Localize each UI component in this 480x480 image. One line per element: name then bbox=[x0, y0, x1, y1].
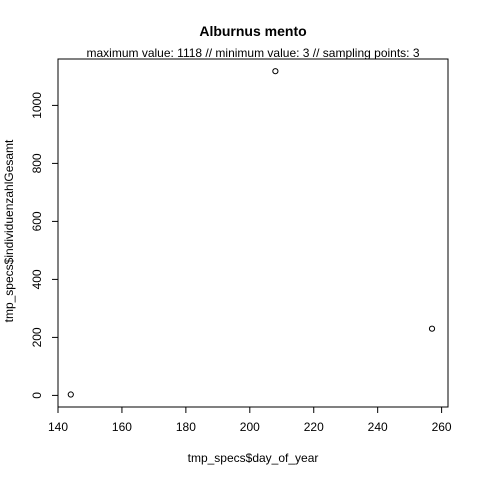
x-tick-label: 260 bbox=[432, 420, 452, 434]
data-point bbox=[428, 325, 436, 332]
y-tick-label: 0 bbox=[30, 392, 44, 399]
y-tick-label: 800 bbox=[30, 153, 44, 173]
y-axis: 0 200 400 600 800 1000 bbox=[30, 92, 59, 399]
chart-title: Alburnus mento bbox=[199, 23, 306, 39]
x-tick-label: 220 bbox=[304, 420, 324, 434]
x-tick-label: 240 bbox=[368, 420, 388, 434]
data-point bbox=[67, 391, 74, 398]
data-point bbox=[272, 68, 279, 75]
y-tick-label: 600 bbox=[30, 211, 44, 231]
x-axis-label: tmp_specs$day_of_year bbox=[188, 451, 319, 465]
x-tick-label: 180 bbox=[176, 420, 196, 434]
x-tick-label: 160 bbox=[112, 420, 132, 434]
y-tick-label: 1000 bbox=[30, 92, 44, 119]
data-points bbox=[67, 68, 436, 398]
y-tick-label: 400 bbox=[30, 269, 44, 289]
x-axis: 140 160 180 200 220 240 260 bbox=[48, 406, 452, 434]
x-tick-label: 200 bbox=[240, 420, 260, 434]
x-tick-label: 140 bbox=[48, 420, 68, 434]
chart-subtitle: maximum value: 1118 // minimum value: 3 … bbox=[86, 46, 419, 60]
y-tick-label: 200 bbox=[30, 327, 44, 347]
y-axis-label: tmp_specs$individuenzahlGesamt bbox=[2, 139, 16, 322]
